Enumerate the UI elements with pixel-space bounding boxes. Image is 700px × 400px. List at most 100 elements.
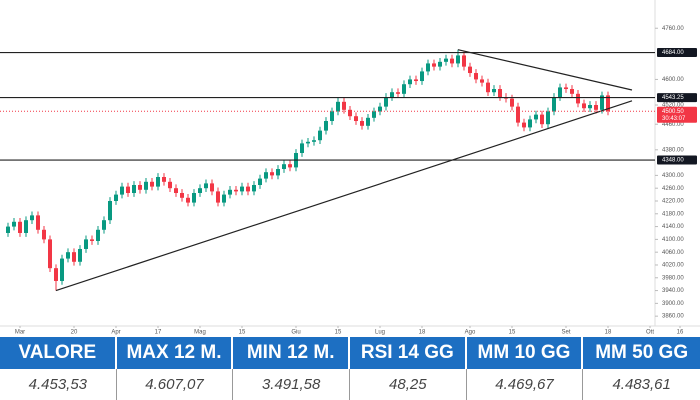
y-tick-label: 3940.00	[662, 288, 684, 294]
x-tick-label: 16	[677, 330, 684, 336]
candle-body	[414, 79, 418, 82]
x-tick-label: 15	[509, 330, 516, 336]
y-tick-label: 4520.00	[662, 103, 684, 109]
candle-body	[528, 119, 532, 128]
candle-body	[132, 184, 136, 193]
candle-body	[90, 239, 94, 241]
level-label: 4543.25	[662, 95, 684, 101]
candle-body	[498, 89, 502, 98]
candle-body	[384, 97, 388, 107]
candle-body	[204, 183, 208, 189]
y-tick-label: 4220.00	[662, 199, 684, 205]
candle-body	[168, 181, 172, 189]
value-cell: 4.607,07	[117, 369, 234, 400]
candle-body	[72, 252, 76, 262]
candle-body	[174, 188, 178, 193]
header-cell: MM 10 GG	[467, 337, 584, 369]
x-tick-label: Ott	[646, 330, 654, 336]
candle-body	[402, 84, 406, 94]
candle-body	[306, 141, 310, 144]
header-cell: MAX 12 M.	[117, 337, 234, 369]
candle-body	[276, 169, 280, 176]
x-tick-label: 15	[239, 330, 246, 336]
trendline	[457, 49, 633, 91]
candle-body	[372, 111, 376, 118]
candle-body	[102, 220, 106, 230]
x-tick-label: Apr	[111, 330, 120, 336]
candle-body	[438, 61, 442, 67]
y-tick-label: 4600.00	[662, 77, 684, 83]
candle-body	[330, 111, 334, 122]
y-tick-label: 3980.00	[662, 275, 684, 281]
candle-body	[468, 66, 472, 74]
candle-body	[78, 248, 82, 262]
candle-body	[324, 121, 328, 131]
candle-body	[228, 189, 232, 195]
candle-body	[378, 106, 382, 112]
y-tick-label: 4060.00	[662, 250, 684, 256]
candle-body	[36, 215, 40, 230]
candle-body	[486, 82, 490, 93]
candle-body	[114, 194, 118, 201]
x-tick-label: 18	[605, 330, 612, 336]
candle-body	[30, 215, 34, 221]
candle-body	[180, 192, 184, 198]
candle-body	[516, 106, 520, 123]
y-tick-label: 4760.00	[662, 26, 684, 32]
x-tick-label: Giu	[291, 330, 300, 336]
candle-body	[540, 114, 544, 125]
candle-body	[270, 172, 274, 176]
candle-body	[510, 98, 514, 107]
value-cell: 4.469,67	[467, 369, 584, 400]
candle-body	[288, 164, 292, 168]
candle-body	[582, 103, 586, 109]
value-cell: 48,25	[350, 369, 467, 400]
candle-body	[606, 95, 610, 112]
level-label: 4684.00	[662, 50, 684, 56]
header-cell: VALORE	[0, 337, 117, 369]
candle-body	[60, 258, 64, 281]
candle-body	[444, 58, 448, 62]
level-tag	[657, 93, 697, 103]
candle-body	[546, 111, 550, 125]
candle-body	[192, 192, 196, 203]
candle-body	[246, 186, 250, 192]
value-cell: 3.491,58	[233, 369, 350, 400]
candle-body	[66, 252, 70, 259]
header-row: VALORE MAX 12 M. MIN 12 M. RSI 14 GG MM 10 G…	[0, 337, 700, 369]
x-tick-label: Set	[561, 330, 570, 336]
candle-body	[588, 105, 592, 109]
candle-body	[234, 189, 238, 192]
header-cell: RSI 14 GG	[350, 337, 467, 369]
candle-body	[342, 101, 346, 110]
candle-body	[24, 220, 28, 233]
x-tick-label: 20	[71, 330, 78, 336]
candle-body	[18, 221, 22, 233]
candle-body	[312, 140, 316, 142]
candle-body	[186, 197, 190, 203]
candle-body	[474, 73, 478, 80]
candle-body	[252, 184, 256, 192]
candle-body	[108, 200, 112, 221]
candle-body	[42, 229, 46, 240]
x-tick-label: Ago	[465, 330, 476, 336]
header-cell: MM 50 GG	[595, 342, 689, 363]
candle-body	[480, 79, 484, 83]
candle-body	[522, 122, 526, 128]
candle-body	[96, 229, 100, 241]
price-label: 4500.50	[662, 109, 684, 115]
stats-table: VALORE MAX 12 M. MIN 12 M. RSI 14 GG MM 10 G…	[0, 337, 700, 400]
candle-body	[558, 87, 562, 98]
candle-body	[432, 63, 436, 67]
candle-body	[420, 71, 424, 82]
candle-body	[300, 143, 304, 154]
candle-body	[162, 176, 166, 182]
price-tag	[657, 106, 697, 123]
y-tick-label: 4460.00	[662, 122, 684, 128]
candle-body	[552, 97, 556, 112]
candle-body	[150, 181, 154, 187]
candle-body	[450, 58, 454, 64]
candle-body	[396, 92, 400, 94]
y-tick-label: 3900.00	[662, 301, 684, 307]
candle-body	[354, 116, 358, 122]
